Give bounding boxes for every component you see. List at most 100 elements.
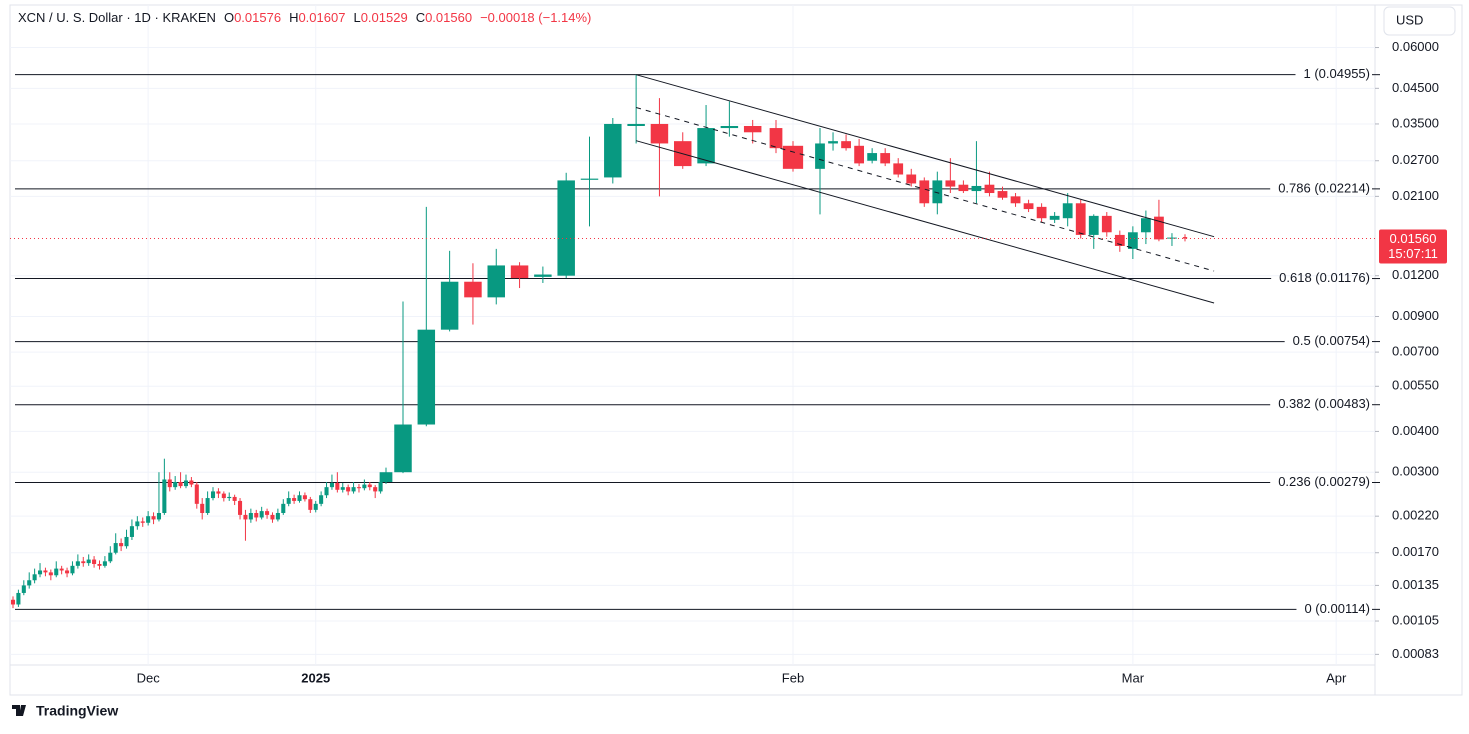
candle-body xyxy=(302,495,307,500)
fib-label: 0.786 (0.02214) xyxy=(1278,180,1370,195)
candle-body xyxy=(1049,215,1060,220)
candle-body xyxy=(86,559,91,564)
candle-body xyxy=(97,564,102,566)
y-tick-label: 0.03500 xyxy=(1392,115,1439,130)
candle-body xyxy=(297,495,302,501)
channel-middle xyxy=(635,107,1215,272)
candle-body xyxy=(200,503,205,513)
candle-body xyxy=(1010,196,1021,204)
candle-body xyxy=(308,499,313,510)
candle-body xyxy=(146,516,151,523)
candle-body xyxy=(510,265,529,279)
candle-body xyxy=(373,487,378,492)
fib-label: 0.618 (0.01176) xyxy=(1279,270,1370,285)
candle-body xyxy=(129,526,134,537)
ohlc-value: 0.01560 xyxy=(425,10,472,25)
channel-lower xyxy=(635,140,1215,304)
candle-body xyxy=(329,483,334,488)
ohlc-value: 0.01576 xyxy=(234,10,281,25)
axes: 0.06000 0.04500 0.03500 0.02700 0.02100 0.012… xyxy=(10,39,1447,685)
candle-body xyxy=(828,141,838,144)
candle-body xyxy=(275,512,280,520)
candle-body xyxy=(880,153,891,164)
candle-body xyxy=(841,141,851,149)
candle-body xyxy=(906,174,917,184)
candle-body xyxy=(815,143,825,169)
candle-body xyxy=(1062,203,1073,219)
candle-body xyxy=(580,178,599,180)
candle-body xyxy=(10,599,16,605)
candle-body xyxy=(167,479,172,488)
candle-body xyxy=(232,496,237,501)
candle-body xyxy=(356,487,361,489)
candle-body xyxy=(335,483,340,490)
candle-body xyxy=(178,481,183,487)
grid xyxy=(10,5,1375,665)
fib-label: 0.382 (0.00483) xyxy=(1278,396,1370,411)
ohlc-value: 0.01607 xyxy=(298,10,345,25)
fib-label: 1 (0.04955) xyxy=(1304,66,1371,81)
chart-header: XCN / U. S. Dollar · 1D · KRAKEN O0.01576… xyxy=(18,10,591,25)
candles xyxy=(10,74,1188,609)
candle-body xyxy=(1075,203,1086,235)
last-price-box xyxy=(1379,229,1447,264)
candle-body xyxy=(173,481,178,488)
candle-body xyxy=(362,484,367,489)
currency[interactable]: USD xyxy=(1396,12,1423,27)
candle-body xyxy=(248,512,253,520)
candle-body xyxy=(1141,218,1151,233)
currency-button[interactable] xyxy=(1383,6,1456,36)
y-tick-label: 0.00170 xyxy=(1392,544,1439,559)
y-tick-label: 0.00083 xyxy=(1392,646,1439,661)
y-tick-label: 0.00550 xyxy=(1392,378,1439,393)
candle-body xyxy=(997,191,1008,198)
candle-body xyxy=(81,561,86,564)
title: XCN / U. S. Dollar · 1D · KRAKEN xyxy=(18,10,216,25)
candle-body xyxy=(238,500,243,515)
candle-body xyxy=(92,559,97,565)
candle-body xyxy=(254,512,259,518)
candle-body xyxy=(854,145,864,164)
candle-body xyxy=(487,265,505,298)
candle-body xyxy=(1036,206,1047,219)
candle-body xyxy=(319,495,324,504)
channel xyxy=(635,74,1215,304)
candle-body xyxy=(43,570,48,573)
candle-body xyxy=(243,514,248,520)
ohlc-label: C xyxy=(416,10,425,25)
candle-body xyxy=(119,543,124,547)
candle-body xyxy=(394,424,412,473)
candle-body xyxy=(1182,237,1188,239)
candle-body xyxy=(151,516,156,520)
candle-body xyxy=(162,479,167,513)
candle-body xyxy=(194,484,199,504)
y-tick-label: 0.02700 xyxy=(1392,152,1439,167)
y-tick-label: 0.00105 xyxy=(1392,612,1439,627)
candle-body xyxy=(48,572,53,576)
fib-retracement: 1 (0.04955) 0.786 (0.02214) 0.618 (0.01176… xyxy=(15,66,1380,616)
candle-body xyxy=(367,484,372,488)
y-tick-label: 0.02100 xyxy=(1392,188,1439,203)
x-tick-label: Apr xyxy=(1326,670,1347,685)
fib-label: 0 (0.00114) xyxy=(1304,601,1370,616)
fib-label: 0.236 (0.00279) xyxy=(1278,474,1370,489)
candle-body xyxy=(210,491,216,499)
candle-body xyxy=(221,493,226,499)
candle-body xyxy=(440,281,459,330)
channel-upper xyxy=(635,74,1215,238)
candle-body xyxy=(227,496,232,499)
candle-body xyxy=(124,536,129,547)
candle-body xyxy=(313,503,318,510)
candle-body xyxy=(113,543,118,553)
candle-body xyxy=(27,580,32,586)
candle-body xyxy=(867,153,878,161)
candle-body xyxy=(183,480,189,487)
candle-body xyxy=(1127,232,1138,249)
candle-body xyxy=(1154,216,1164,240)
ohlc-label: H xyxy=(289,10,298,25)
candle-body xyxy=(292,498,297,501)
candle-body xyxy=(259,511,264,518)
candle-body xyxy=(70,565,75,574)
y-tick-label: 0.00300 xyxy=(1392,464,1439,479)
